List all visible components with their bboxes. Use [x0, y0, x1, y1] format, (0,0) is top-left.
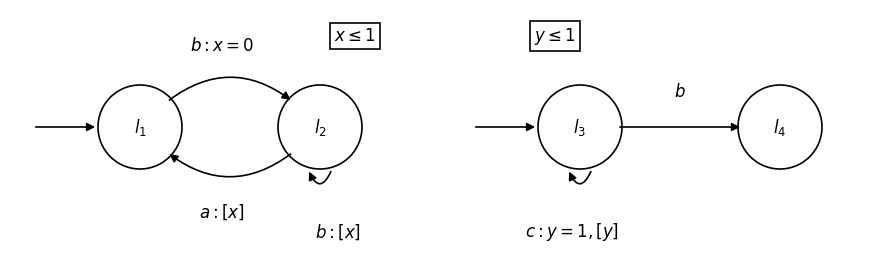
Text: $l_1$: $l_1$ [134, 117, 146, 137]
FancyArrowPatch shape [169, 77, 289, 100]
Text: $l_2$: $l_2$ [314, 117, 326, 137]
Text: $l_3$: $l_3$ [574, 117, 587, 137]
FancyArrowPatch shape [620, 124, 739, 130]
Text: $b : x = 0$: $b : x = 0$ [190, 37, 254, 55]
FancyArrowPatch shape [570, 171, 591, 184]
FancyArrowPatch shape [310, 171, 331, 184]
FancyArrowPatch shape [171, 154, 291, 177]
Text: $b$: $b$ [674, 83, 686, 101]
Text: $x \leq 1$: $x \leq 1$ [334, 27, 376, 45]
Text: $b : [x]$: $b : [x]$ [315, 222, 361, 242]
Text: $y \leq 1$: $y \leq 1$ [534, 25, 576, 46]
Text: $c : y = 1, [y]$: $c : y = 1, [y]$ [525, 221, 619, 243]
Text: $a : [x]$: $a : [x]$ [199, 202, 244, 222]
Text: $l_4$: $l_4$ [773, 117, 787, 137]
